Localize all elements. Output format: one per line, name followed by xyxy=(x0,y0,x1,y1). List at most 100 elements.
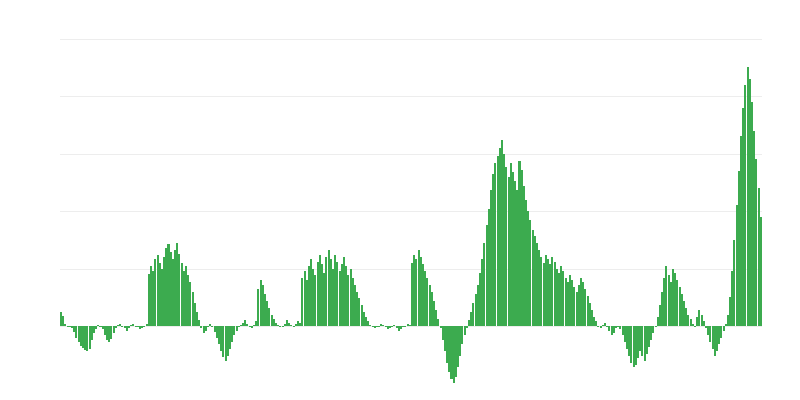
bar xyxy=(325,257,328,327)
bar xyxy=(373,326,376,329)
bar xyxy=(751,101,754,327)
bar xyxy=(296,321,299,327)
bar xyxy=(544,254,547,327)
bar xyxy=(386,326,389,330)
bar xyxy=(735,205,738,327)
bar xyxy=(220,326,223,352)
bar xyxy=(340,263,343,327)
bar xyxy=(507,176,510,327)
bar xyxy=(404,326,407,328)
bar xyxy=(134,326,137,328)
bar xyxy=(641,326,644,356)
bar xyxy=(145,323,148,327)
bar xyxy=(731,270,734,327)
bar xyxy=(163,257,166,327)
bar xyxy=(167,244,170,327)
bar xyxy=(465,326,468,329)
bar xyxy=(566,282,569,327)
bar xyxy=(432,300,435,327)
bar xyxy=(516,190,519,327)
bar xyxy=(336,261,339,327)
bar xyxy=(672,268,675,327)
bar xyxy=(476,284,479,327)
bar xyxy=(459,326,462,356)
bar xyxy=(358,298,361,327)
bar xyxy=(722,326,725,331)
bar xyxy=(560,266,563,327)
bar xyxy=(165,247,168,327)
bar xyxy=(533,236,536,327)
bar xyxy=(489,190,492,327)
bar xyxy=(397,326,400,331)
bar xyxy=(740,136,743,327)
bar xyxy=(597,326,600,328)
bar xyxy=(417,250,420,327)
bar xyxy=(601,324,604,327)
bar xyxy=(461,326,464,345)
bar xyxy=(599,326,602,329)
bar xyxy=(362,312,365,327)
bar xyxy=(294,323,297,327)
bar xyxy=(248,326,251,328)
bar xyxy=(759,216,762,327)
bar xyxy=(310,259,313,327)
bar xyxy=(595,321,598,327)
bar xyxy=(154,259,157,327)
bar xyxy=(84,326,87,351)
bar xyxy=(492,174,495,327)
bar xyxy=(367,321,370,327)
bar xyxy=(612,326,615,333)
bar xyxy=(617,326,620,328)
bar xyxy=(68,326,71,328)
bar xyxy=(718,326,721,345)
bar xyxy=(285,320,288,327)
bar xyxy=(92,326,95,333)
bar xyxy=(73,326,76,332)
bar xyxy=(702,321,705,327)
bar xyxy=(299,322,302,327)
bar xyxy=(180,262,183,327)
bar xyxy=(713,326,716,356)
bar xyxy=(253,324,256,327)
bar xyxy=(277,324,280,327)
bar xyxy=(198,320,201,327)
bar xyxy=(531,229,534,327)
bar xyxy=(369,324,372,327)
bar xyxy=(500,139,503,327)
bar xyxy=(138,326,141,330)
bar xyxy=(753,130,756,327)
bar xyxy=(647,326,650,347)
bar xyxy=(472,303,475,327)
bar xyxy=(290,324,293,327)
bar xyxy=(505,167,508,327)
bar xyxy=(593,316,596,327)
bar xyxy=(176,243,179,327)
bar xyxy=(119,323,122,327)
bar xyxy=(246,323,249,327)
bar xyxy=(439,326,442,329)
bar xyxy=(360,305,363,327)
bar xyxy=(213,326,216,332)
bar xyxy=(514,181,517,327)
bar xyxy=(446,326,449,363)
bar xyxy=(101,326,104,330)
bar xyxy=(114,326,117,329)
bar xyxy=(156,254,159,327)
bar xyxy=(588,303,591,327)
bar xyxy=(435,309,438,327)
bar xyxy=(619,326,622,330)
bar xyxy=(685,307,688,327)
bar xyxy=(125,326,128,331)
bar xyxy=(479,273,482,327)
bar xyxy=(242,322,245,327)
bar xyxy=(540,257,543,327)
bar xyxy=(332,268,335,327)
bar xyxy=(650,326,653,340)
bar xyxy=(726,314,729,327)
bar xyxy=(689,319,692,327)
bar xyxy=(261,284,264,327)
bar xyxy=(117,324,120,327)
bar xyxy=(270,314,273,327)
bar xyxy=(132,323,135,327)
